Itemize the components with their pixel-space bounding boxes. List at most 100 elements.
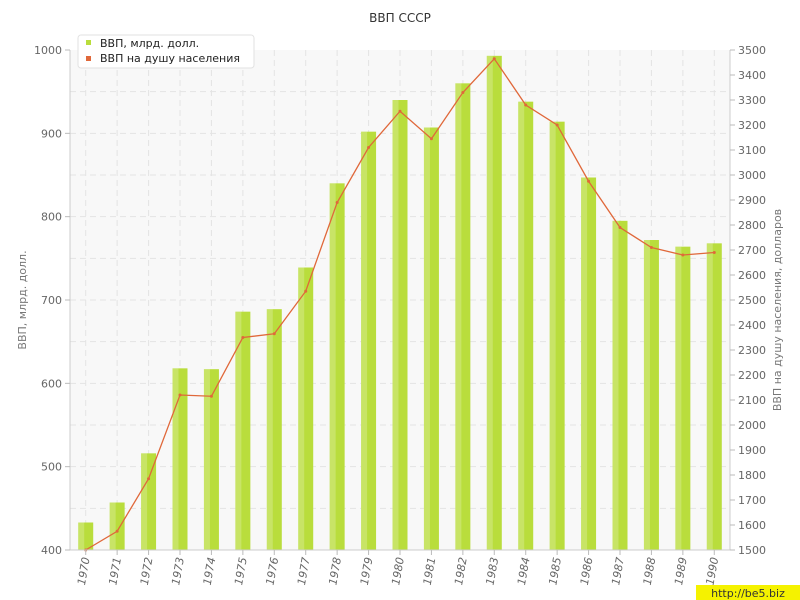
bar-highlight [235, 311, 242, 550]
bar-highlight [109, 502, 116, 550]
right-tick-label: 2200 [738, 369, 766, 382]
per-capita-line [84, 57, 716, 552]
bar-highlight [643, 240, 650, 550]
bar-highlight [203, 369, 210, 550]
bar-gdp-1970[interactable] [78, 522, 94, 551]
chart-title: ВВП СССР [369, 11, 431, 25]
legend-box [77, 34, 255, 69]
bar-gdp-1973[interactable] [172, 368, 188, 550]
point-per-capita-1974[interactable] [209, 394, 213, 398]
x-tick-label: 1975 [232, 556, 250, 586]
bar-highlight [78, 522, 85, 550]
x-tick-label: 1986 [578, 556, 596, 586]
right-tick-label: 2700 [738, 244, 766, 257]
bar-highlight [675, 246, 682, 550]
x-tick-label: 1974 [201, 556, 219, 586]
x-tick-label: 1988 [641, 556, 659, 586]
x-tick-label: 1973 [169, 556, 187, 586]
x-tick-label: 1985 [546, 556, 564, 586]
bar-gdp-1974[interactable] [203, 369, 219, 550]
point-per-capita-1990[interactable] [712, 251, 716, 254]
right-tick-label: 2600 [738, 269, 766, 282]
right-tick-label: 2900 [738, 194, 766, 207]
left-tick-label: 800 [41, 211, 62, 224]
point-per-capita-1973[interactable] [178, 393, 182, 397]
point-per-capita-1988[interactable] [649, 246, 653, 249]
bar-gdp-1989[interactable] [675, 246, 691, 550]
legend-swatch-per-capita [86, 56, 91, 61]
x-tick-label: 1987 [609, 556, 627, 586]
bar-gdp-1971[interactable] [109, 502, 125, 551]
bar-gdp-1983[interactable] [486, 55, 502, 550]
bar-gdp-1982[interactable] [455, 83, 471, 550]
bar-gdp-1987[interactable] [612, 220, 628, 551]
watermark: http://be5.biz [696, 585, 800, 600]
right-tick-label: 2100 [738, 394, 766, 407]
bar-highlight [581, 177, 588, 550]
left-tick-label: 400 [41, 544, 62, 557]
point-per-capita-1976[interactable] [272, 332, 276, 336]
x-tick-label: 1970 [75, 556, 93, 586]
point-per-capita-1985[interactable] [555, 123, 559, 127]
x-tick-label: 1980 [389, 556, 407, 586]
point-per-capita-1971[interactable] [115, 529, 119, 533]
bar-gdp-1984[interactable] [518, 101, 534, 551]
bar-gdp-1975[interactable] [235, 311, 251, 550]
legend-label-per-capita: ВВП на душу населения [100, 52, 240, 65]
point-per-capita-1983[interactable] [492, 57, 496, 61]
point-per-capita-1972[interactable] [147, 477, 151, 481]
bar-highlight [329, 183, 336, 551]
point-per-capita-1989[interactable] [681, 253, 685, 257]
bar-highlight [361, 131, 368, 550]
left-tick-label: 900 [41, 127, 62, 140]
right-tick-label: 3000 [738, 169, 766, 182]
axes: 400 500 600 700 800 900 1000 1500 1600 1700 1800 19… [34, 44, 766, 586]
left-tick-label: 1000 [34, 44, 62, 57]
x-tick-label: 1982 [452, 556, 470, 586]
right-tick-label: 3300 [738, 94, 766, 107]
bar-gdp-1990[interactable] [706, 243, 722, 551]
x-tick-label: 1978 [326, 556, 344, 586]
bar-highlight [298, 267, 305, 550]
point-per-capita-1981[interactable] [429, 137, 433, 141]
bar-gdp-1979[interactable] [361, 131, 377, 550]
bar-gdp-1980[interactable] [392, 100, 408, 550]
right-tick-label: 2400 [738, 319, 766, 332]
right-tick-label: 2800 [738, 219, 766, 232]
bar-gdp-1986[interactable] [581, 177, 597, 551]
bar-gdp-1978[interactable] [329, 183, 345, 551]
bar-gdp-1985[interactable] [549, 121, 565, 551]
right-tick-label: 1800 [738, 469, 766, 482]
bar-gdp-1976[interactable] [266, 309, 282, 550]
point-per-capita-1979[interactable] [367, 146, 371, 149]
point-per-capita-1977[interactable] [304, 289, 308, 293]
bar-gdp-1988[interactable] [643, 240, 659, 550]
bar-highlight [423, 127, 430, 550]
bar-highlight [486, 55, 493, 550]
point-per-capita-1986[interactable] [587, 179, 591, 183]
bar-gdp-1972[interactable] [141, 453, 157, 550]
point-per-capita-1987[interactable] [618, 226, 622, 229]
x-tick-label: 1979 [358, 556, 376, 586]
point-per-capita-1978[interactable] [335, 201, 339, 204]
bar-gdp-1977[interactable] [298, 267, 314, 551]
x-tick-label: 1976 [264, 556, 282, 586]
bar-highlight [706, 243, 713, 551]
bar-highlight [455, 83, 462, 550]
bar-highlight [172, 368, 179, 550]
point-per-capita-1984[interactable] [524, 103, 528, 107]
bar-highlight [612, 220, 619, 551]
right-tick-label: 3200 [738, 119, 766, 132]
right-tick-label: 3100 [738, 144, 766, 157]
bar-gdp-1981[interactable] [423, 127, 439, 551]
watermark-background [696, 585, 800, 600]
point-per-capita-1975[interactable] [241, 336, 245, 339]
left-tick-label: 500 [41, 461, 62, 474]
x-tick-label: 1983 [484, 556, 502, 586]
point-per-capita-1982[interactable] [461, 91, 465, 94]
legend[interactable]: ВВП, млрд. долл. ВВП на душу населения [77, 34, 255, 69]
right-tick-label: 2500 [738, 294, 766, 307]
x-tick-label: 1981 [421, 556, 439, 586]
point-per-capita-1980[interactable] [398, 109, 402, 113]
